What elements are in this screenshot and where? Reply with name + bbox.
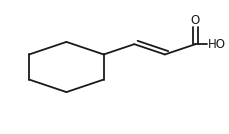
Text: O: O [190, 14, 199, 27]
Text: HO: HO [207, 38, 225, 51]
